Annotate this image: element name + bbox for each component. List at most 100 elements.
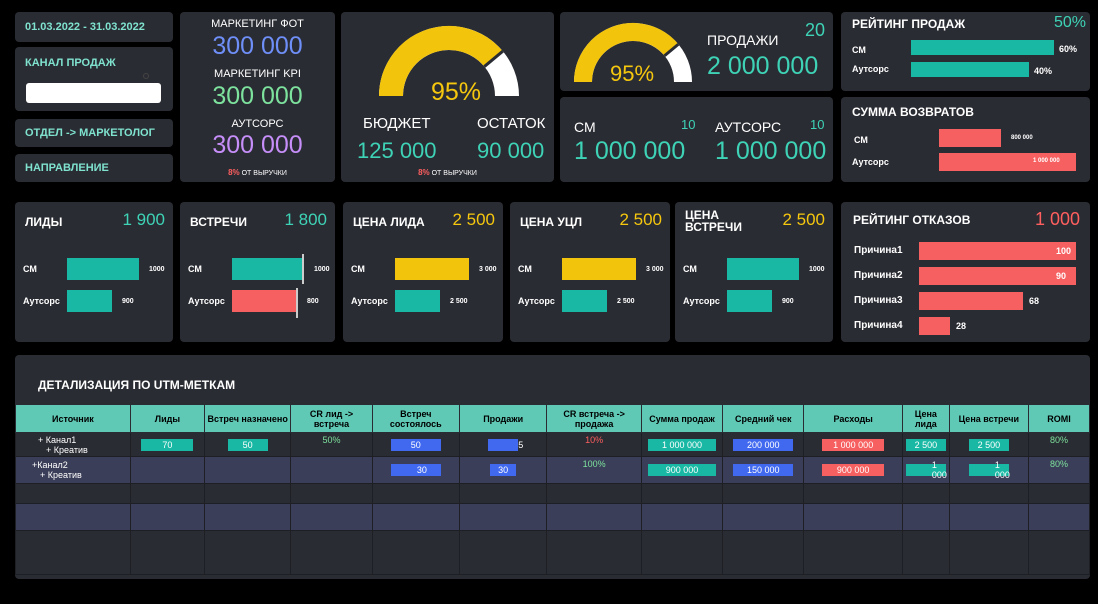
kpi-panel: ЛИДЫ 1 900 СМ 1000 Аутсорс 900 [15, 202, 173, 342]
table-cell [290, 456, 373, 484]
table-cell [948, 483, 1029, 504]
table-cell: 150 000 [722, 456, 805, 484]
budget-panel: 95% БЮДЖЕТ ОСТАТОК 125 000 90 000 8% ОТ … [341, 12, 554, 182]
kpi-row-label: Аутсорс [518, 296, 555, 306]
table-cell [803, 503, 903, 531]
table-cell [371, 483, 461, 504]
table-row[interactable]: +Канал2 + Креатив 30 30 100% 900 000 150 000 90… [15, 456, 1091, 484]
marketing-kpi-label: МАРКЕТИНГ KPI [214, 68, 301, 80]
utm-source-channel[interactable]: + Канал1 [38, 434, 77, 445]
kpi-title: ЛИДЫ [25, 215, 63, 229]
table-row[interactable] [15, 503, 1091, 531]
refusal-label: Причина3 [854, 295, 903, 306]
date-range-panel[interactable]: 01.03.2022 - 31.03.2022 [15, 12, 173, 42]
department-filter[interactable]: ОТДЕЛ -> МАРКЕТОЛОГ [15, 119, 173, 147]
sales-rating-out-label: Аутсорс [852, 64, 889, 74]
utm-ratio: 80% [1049, 459, 1068, 469]
kpi-target-line-2 [296, 288, 298, 318]
utm-header[interactable]: Цена лида [901, 404, 950, 433]
utm-bar-value: 50 [227, 438, 268, 451]
utm-header[interactable]: CR встреча -> продажа [546, 404, 642, 433]
refusal-bar [919, 292, 1023, 310]
refusal-label: Причина2 [854, 270, 903, 281]
table-cell [203, 530, 292, 575]
table-cell [129, 530, 205, 575]
returns-out-value: 1 000 000 [1033, 158, 1060, 164]
kpi-row-label: СМ [351, 264, 365, 274]
direction-label: НАПРАВЛЕНИЕ [25, 162, 109, 174]
refusal-label: Причина1 [854, 245, 903, 256]
kpi-panel: ЦЕНА ЛИДА 2 500 СМ 3 000 Аутсорс 2 500 [343, 202, 503, 342]
table-cell [948, 530, 1029, 575]
returns-out-label: Аутсорс [852, 157, 889, 167]
utm-header[interactable]: Расходы [803, 404, 903, 433]
table-cell [203, 503, 292, 531]
utm-ratio: 80% [1049, 435, 1068, 445]
budget-revenue-note: 8% ОТ ВЫРУЧКИ [341, 168, 554, 177]
utm-bar-value: 1 000 [905, 460, 947, 480]
utm-header[interactable]: Источник [15, 404, 131, 433]
utm-ratio: 50% [322, 435, 341, 445]
table-cell: 1 000 [948, 456, 1029, 484]
kpi-title: ЦЕНА УЦЛ [520, 215, 583, 229]
utm-header[interactable]: Цена встречи [948, 404, 1029, 433]
table-cell [901, 483, 950, 504]
channel-input[interactable] [26, 83, 161, 103]
sales-panel: 95% 20 ПРОДАЖИ 2 000 000 [560, 12, 833, 91]
direction-filter[interactable]: НАПРАВЛЕНИЕ [15, 154, 173, 182]
kpi-row-bar [67, 258, 139, 280]
utm-header[interactable]: Продажи [458, 404, 548, 433]
utm-header[interactable]: Встреч состоялось [371, 404, 461, 433]
utm-header[interactable]: ROMI [1027, 404, 1091, 433]
table-cell: 30 [371, 456, 461, 484]
budget-gauge-pct: 95% [430, 78, 482, 106]
marketing-kpi-value: 300 000 [212, 82, 303, 110]
utm-header[interactable]: CR лид -> встреча [290, 404, 373, 433]
table-cell [203, 456, 292, 484]
utm-panel: ДЕТАЛИЗАЦИЯ ПО UTM-МЕТКАМ Источник Лиды Вс… [15, 355, 1091, 579]
date-range: 01.03.2022 - 31.03.2022 [25, 21, 145, 33]
utm-source-creative[interactable]: + Креатив [40, 470, 82, 480]
utm-source-creative[interactable]: + Креатив [46, 444, 88, 455]
table-cell: 50 [371, 432, 461, 457]
sales-value: 2 000 000 [707, 52, 819, 80]
refusal-bar [919, 242, 1076, 260]
table-cell [640, 503, 724, 531]
utm-header[interactable]: Встреч назначено [203, 404, 292, 433]
utm-header[interactable]: Лиды [129, 404, 205, 433]
table-row[interactable]: + Канал1 + Креатив 70 50 50% 50 5 10% 1 000 000 2… [15, 432, 1091, 457]
table-cell: 30 [458, 456, 548, 484]
table-cell [722, 483, 805, 504]
search-icon [143, 73, 149, 79]
returns-cm-value: 800 000 [1011, 135, 1033, 141]
utm-header[interactable]: Средний чек [722, 404, 805, 433]
table-row[interactable] [15, 530, 1091, 575]
refusal-value: 90 [1056, 271, 1067, 281]
table-cell [722, 503, 805, 531]
refusals-title: РЕЙТИНГ ОТКАЗОВ [853, 213, 971, 227]
utm-source-channel[interactable]: +Канал2 [32, 460, 68, 470]
sales-cm-count: 10 [681, 117, 696, 132]
kpi-title: ЦЕНА ВСТРЕЧИ [685, 208, 742, 234]
rest-label: ОСТАТОК [477, 115, 546, 132]
utm-bar-value: 1 000 000 [822, 438, 885, 451]
table-cell: 900 000 [640, 456, 724, 484]
kpi-row-bar [232, 258, 304, 280]
utm-ratio: 100% [582, 459, 606, 469]
kpi-row-label: СМ [518, 264, 532, 274]
kpi-total: 2 500 [452, 210, 495, 229]
table-cell: 80% [1027, 432, 1091, 457]
utm-header[interactable]: Сумма продаж [640, 404, 724, 433]
table-cell [640, 530, 724, 575]
revenue-text: ОТ ВЫРУЧКИ [241, 170, 287, 177]
table-cell [948, 503, 1029, 531]
sales-out-label: АУТСОРС [715, 119, 782, 135]
sales-count: 20 [805, 20, 826, 40]
table-cell: 80% [1027, 456, 1091, 484]
sales-rating-cm-label: СМ [852, 45, 866, 55]
utm-bar-value: 2 500 [905, 438, 946, 451]
refusal-bar [919, 317, 950, 335]
table-row[interactable] [15, 483, 1091, 504]
table-cell [458, 483, 548, 504]
utm-bar-value: 5 [488, 438, 523, 451]
